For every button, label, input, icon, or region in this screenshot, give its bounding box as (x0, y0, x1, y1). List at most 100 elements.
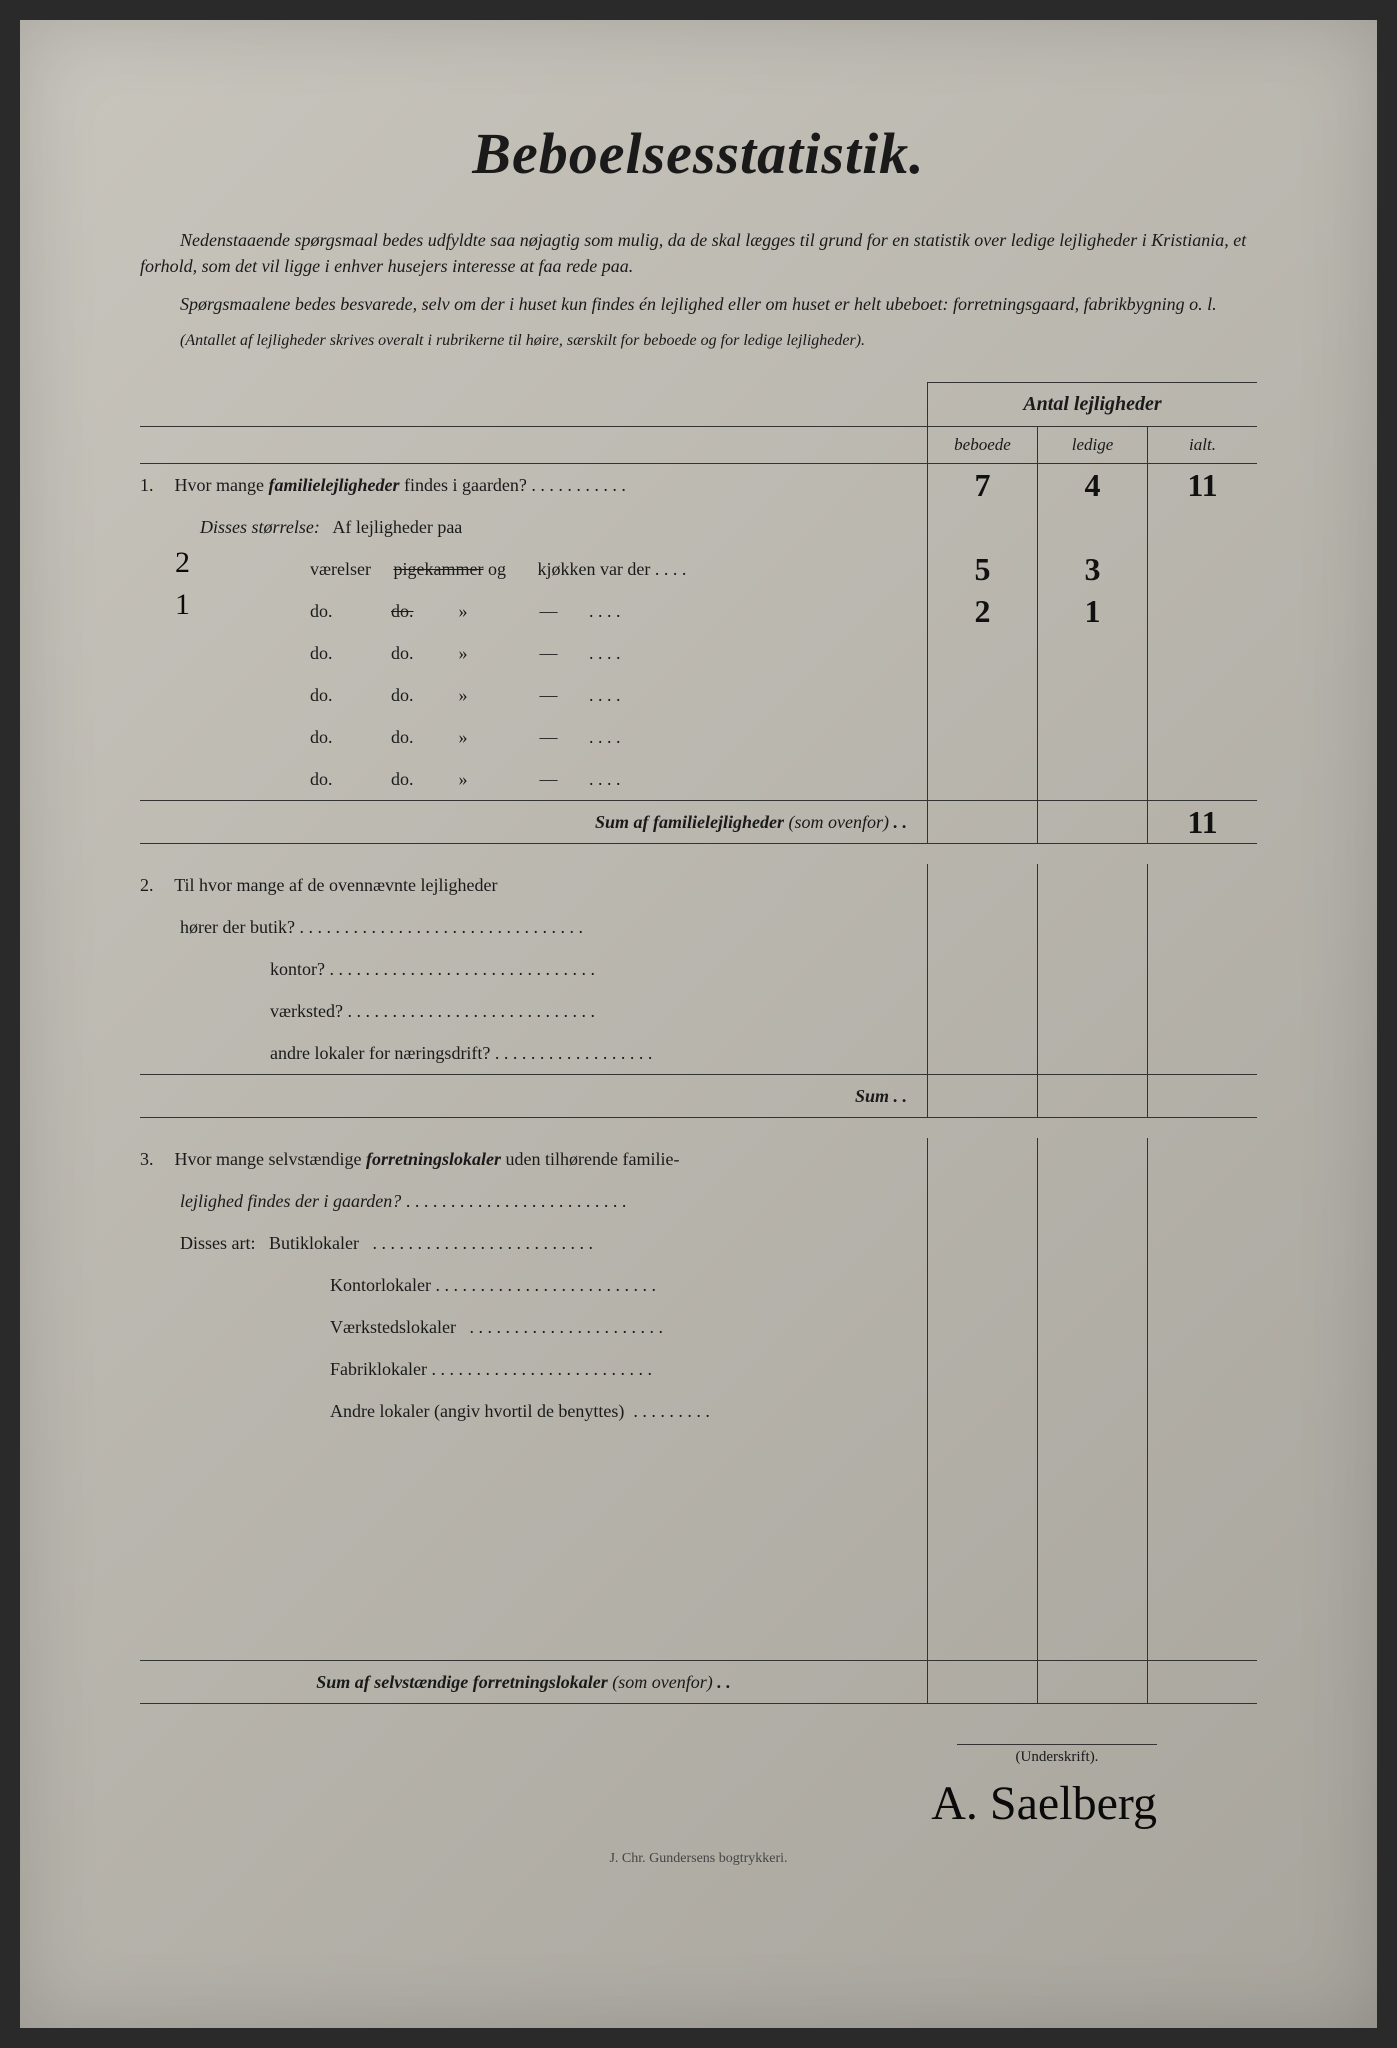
empty-cell (1037, 1222, 1147, 1264)
empty-cell (1037, 506, 1147, 548)
q3-sub: Disses art: Butiklokaler . . . . . . . .… (140, 1222, 1257, 1264)
empty-cell (927, 1075, 1037, 1117)
q3-disses: Disses art: (180, 1233, 256, 1253)
q1-sum-row: Sum af familielejligheder (som ovenfor) … (140, 800, 1257, 844)
printer-credit: J. Chr. Gundersens bogtrykkeri. (140, 1851, 1257, 1867)
empty-cell (927, 990, 1037, 1032)
q2-r2-label: kontor? . . . . . . . . . . . . . . . . … (140, 951, 927, 988)
empty-cell (1147, 716, 1257, 758)
q1-sub-row: Disses størrelse: Af lejligheder paa (140, 506, 1257, 548)
handwritten-1: 1 (175, 588, 190, 622)
q1-c1: 7 (927, 464, 1037, 506)
q2-label: 2. Til hvor mange af de ovennævnte lejli… (140, 867, 927, 904)
empty-cell (1037, 990, 1147, 1032)
q1-pigekammer: pigekammer (393, 559, 483, 579)
table-subheader-row: beboede ledige ialt. (140, 427, 1257, 464)
header-main: Antal lejligheder (927, 382, 1257, 426)
footer-sum-note: (som ovenfor) (612, 1672, 712, 1692)
empty-cell (927, 1390, 1037, 1432)
q2-sum-label: Sum . . (140, 1076, 927, 1117)
q1-d2-c3 (1147, 590, 1257, 632)
q1-do-3b: do. (391, 643, 414, 663)
page-title: Beboelsesstatistik. (140, 120, 1257, 187)
q3-r5: Andre lokaler (angiv hvortil de benyttes… (140, 1390, 1257, 1432)
table-header-row: Antal lejligheder (140, 382, 1257, 427)
q2-sum-text: Sum (855, 1086, 889, 1106)
signature-area: (Underskrift). A. Saelberg (140, 1744, 1257, 1831)
empty-cell (1037, 1032, 1147, 1074)
form-table: Antal lejligheder beboede ledige ialt. 1… (140, 382, 1257, 1704)
q1-sum-text: Sum af familielejligheder (595, 812, 784, 832)
q3-vaerksted: Værkstedslokaler (330, 1317, 456, 1337)
q2-r3-label: værksted? . . . . . . . . . . . . . . . … (140, 993, 927, 1030)
empty-cell (1037, 1348, 1147, 1390)
empty-cell (1147, 1222, 1257, 1264)
q1-text-a: Hvor mange (175, 475, 269, 495)
empty-cell (1147, 1264, 1257, 1306)
q3-r3-label: Værkstedslokaler . . . . . . . . . . . .… (140, 1309, 927, 1346)
q1-sum-c1 (927, 801, 1037, 843)
q3-r2-label: Kontorlokaler . . . . . . . . . . . . . … (140, 1267, 927, 1304)
q1-do-3a: do. (310, 643, 333, 663)
empty-cell (927, 758, 1037, 800)
q1-d6-label: do. do. » — . . . . (140, 761, 927, 798)
q3-row: 3. Hvor mange selvstændige forretningslo… (140, 1138, 1257, 1180)
empty-cell (1037, 632, 1147, 674)
empty-cell (1147, 1306, 1257, 1348)
q1-detail-6: do. do. » — . . . . (140, 758, 1257, 800)
empty-cell (1147, 1032, 1257, 1074)
q1-text-c: findes i gaarden? (399, 475, 526, 495)
q3-r2: Kontorlokaler . . . . . . . . . . . . . … (140, 1264, 1257, 1306)
q1-do-5a: do. (310, 727, 333, 747)
empty-cell (927, 948, 1037, 990)
note-paragraph: (Antallet af lejligheder skrives overalt… (140, 329, 1257, 352)
q1-detail-1: 2 værelser pigekammer og kjøkken var der… (140, 548, 1257, 590)
q2-kontor: kontor? (270, 959, 325, 979)
empty-cell (927, 1222, 1037, 1264)
col-ialt: ialt. (1147, 427, 1257, 463)
q1-d5-label: do. do. » — . . . . (140, 719, 927, 756)
q1-d1-label: 2 værelser pigekammer og kjøkken var der… (140, 551, 927, 588)
q1-detail-4: do. do. » — . . . . (140, 674, 1257, 716)
q2-butik: hører der butik? (180, 917, 295, 937)
q3-andre: Andre lokaler (angiv hvortil de benyttes… (330, 1401, 624, 1421)
q1-sub-label: Disses størrelse: Af lejligheder paa (140, 509, 927, 546)
empty-cell (1147, 1390, 1257, 1432)
q3-text-c: uden tilhørende familie- (501, 1149, 679, 1169)
q2-r2: kontor? . . . . . . . . . . . . . . . . … (140, 948, 1257, 990)
empty-cell (1037, 1661, 1147, 1703)
q3-label: 3. Hvor mange selvstændige forretningslo… (140, 1141, 927, 1178)
q1-c3: 11 (1147, 464, 1257, 506)
empty-cell (927, 1138, 1037, 1180)
empty-cell (927, 716, 1037, 758)
empty-cell (927, 1264, 1037, 1306)
empty-cell (1147, 906, 1257, 948)
q1-og: og (483, 559, 506, 579)
empty-cell (1147, 990, 1257, 1032)
q1-d2-label: 1 do. do. » — . . . . (140, 593, 927, 630)
q2-num: 2. (140, 875, 170, 896)
q1-vaerelser: værelser (310, 559, 371, 579)
empty-cell (927, 1661, 1037, 1703)
q1-c2: 4 (1037, 464, 1147, 506)
empty-cell (1037, 1264, 1147, 1306)
footer-sum-label: Sum af selvstændige forretningslokaler (… (140, 1662, 927, 1703)
empty-cell (927, 674, 1037, 716)
q3-kontor: Kontorlokaler (330, 1275, 431, 1295)
q1-sub2: Af lejligheder paa (332, 517, 462, 537)
q3-text-b: forretningslokaler (366, 1149, 501, 1169)
empty-cell (1147, 674, 1257, 716)
q1-sum-label: Sum af familielejligheder (som ovenfor) … (140, 802, 927, 843)
q1-row: 1. Hvor mange familielejligheder findes … (140, 464, 1257, 506)
signature-label: (Underskrift). (957, 1744, 1157, 1766)
handwritten-2: 2 (175, 546, 190, 580)
empty-cell (1037, 906, 1147, 948)
q2-text: Til hvor mange af de ovennævnte lejlighe… (174, 875, 497, 895)
empty-cell (1037, 1075, 1147, 1117)
q3-fabrik: Fabriklokaler (330, 1359, 427, 1379)
q1-do-6a: do. (310, 769, 333, 789)
empty-cell (927, 864, 1037, 906)
q3-butik: Butiklokaler (269, 1233, 359, 1253)
intro-paragraph-2: Spørgsmaalene bedes besvarede, selv om d… (140, 291, 1257, 317)
empty-cell (927, 1032, 1037, 1074)
